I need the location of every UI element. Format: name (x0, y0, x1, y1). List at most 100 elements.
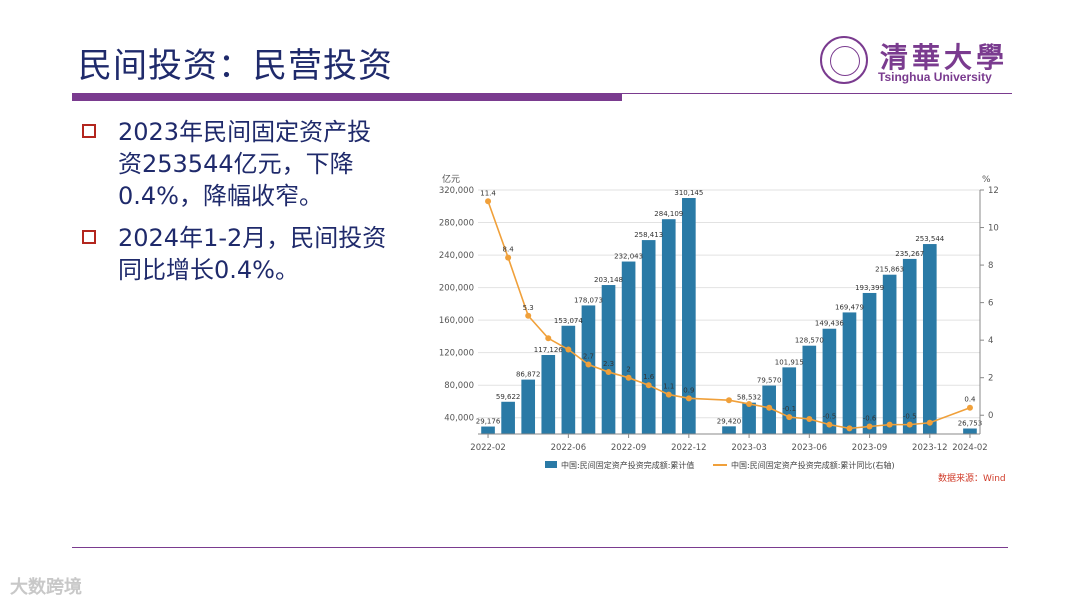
legend-bar-swatch (545, 461, 557, 468)
left-tick-label: 120,000 (439, 349, 474, 359)
bullet-item: 2023年民间固定资产投 资253544亿元，下降 0.4%，降幅收窄。 (80, 116, 420, 212)
left-tick-label: 160,000 (439, 316, 474, 326)
bar (481, 426, 495, 434)
bar (782, 367, 797, 434)
bar-label: 232,043 (614, 253, 643, 261)
bar (922, 244, 937, 434)
bar (661, 219, 676, 434)
line-point (966, 404, 973, 411)
line-point (866, 423, 873, 430)
x-tick-label: 2023-12 (912, 443, 948, 453)
bar (561, 325, 576, 434)
right-axis-unit: % (982, 175, 991, 185)
bar (682, 198, 696, 434)
header-accent-bar (72, 93, 622, 101)
right-tick-label: 4 (988, 336, 993, 346)
bar-label: 128,570 (795, 337, 824, 345)
tsinghua-logo: 清華大學 Tsinghua University (820, 36, 1020, 88)
bullet-box-icon (82, 124, 96, 138)
line-point (525, 312, 532, 319)
line-point (605, 369, 612, 376)
yoy-line (487, 200, 971, 430)
right-tick-label: 0 (988, 411, 993, 421)
bar-label: 79,570 (757, 377, 782, 385)
line-label: 2.7 (583, 353, 594, 361)
bar-label: 26,753 (958, 420, 983, 428)
bar-label: 203,148 (594, 276, 623, 284)
watermark: 大数跨境 (10, 577, 82, 598)
x-tick-label: 2022-12 (671, 443, 707, 453)
logo-english-name: Tsinghua University (878, 70, 992, 84)
line-point (906, 421, 913, 428)
bar (842, 312, 857, 434)
line-label: 5.3 (523, 304, 534, 312)
bar (862, 292, 877, 434)
line-label: 2 (626, 366, 630, 374)
bar (722, 426, 736, 434)
bar-data-labels: 29,176 59,622 86,872 117,126 153,074 178,073 2… (476, 189, 982, 427)
left-tick-label: 320,000 (439, 186, 474, 196)
line-series: 11.4 8.4 5.3 2.7 2.3 2 1.6 1.1 0.9 -0.1 -0.5 -0.6 -0… (480, 189, 976, 432)
bar-label: 149,436 (815, 320, 844, 328)
chart-axes: 亿元 % 40,00080,000120,000160,000200,00024… (439, 173, 999, 453)
line-label: -0.5 (903, 413, 917, 421)
line-point (726, 397, 732, 404)
line-label: -0.6 (863, 414, 877, 422)
line-point (645, 382, 652, 389)
bar-label: 58,532 (737, 394, 762, 402)
x-tick-label: 2023-06 (792, 443, 828, 453)
bar-label: 258,413 (634, 231, 663, 239)
bar-label: 235,267 (895, 250, 924, 258)
bar (963, 428, 977, 434)
bar-label: 59,622 (496, 393, 521, 401)
x-tick-label: 2024-02 (952, 443, 988, 453)
line-point (565, 346, 572, 353)
bullet-box-icon (82, 230, 96, 244)
legend-line-label: 中国:民间固定资产投资完成额:累计同比(右轴) (731, 460, 895, 470)
line-point (886, 421, 893, 428)
bar-label: 29,420 (717, 417, 742, 425)
line-point (665, 391, 672, 398)
bar-label: 253,544 (915, 235, 944, 243)
right-tick-label: 2 (988, 374, 993, 384)
bar (621, 261, 636, 434)
bar-label: 153,074 (554, 317, 583, 325)
x-tick-label: 2022-02 (470, 443, 506, 453)
line-label: 0.9 (683, 386, 694, 394)
page-title: 民间投资：民营投资 (78, 46, 393, 86)
bar (742, 402, 756, 434)
right-tick-label: 12 (988, 186, 999, 196)
line-point (685, 395, 692, 402)
x-tick-label: 2022-06 (551, 443, 587, 453)
line-point (826, 421, 833, 428)
bar (822, 328, 837, 434)
line-label: 11.4 (480, 189, 496, 197)
x-tick-label: 2022-09 (611, 443, 647, 453)
right-tick-label: 10 (988, 224, 999, 234)
left-tick-label: 40,000 (444, 414, 474, 424)
bar-label: 169,479 (835, 303, 864, 311)
bar (521, 379, 536, 434)
university-seal-icon (820, 36, 868, 84)
line-point (585, 361, 592, 368)
line-point (545, 335, 552, 342)
legend-bar-label: 中国:民间固定资产投资完成额:累计值 (561, 460, 694, 470)
bullet-text: 2023年民间固定资产投 资253544亿元，下降 0.4%，降幅收窄。 (118, 118, 372, 210)
bar-label: 215,863 (875, 266, 904, 274)
bar (802, 345, 817, 434)
x-tick-label: 2023-03 (731, 443, 767, 453)
left-tick-label: 240,000 (439, 251, 474, 261)
left-axis-unit: 亿元 (442, 173, 460, 185)
bar (601, 285, 616, 434)
bar (581, 305, 596, 434)
line-point (926, 419, 933, 426)
left-tick-label: 80,000 (444, 381, 474, 391)
line-label: 0.4 (964, 396, 976, 404)
bar-label: 29,176 (476, 418, 501, 426)
line-label: 8.4 (503, 246, 515, 254)
line-point (746, 400, 753, 407)
line-point (505, 254, 512, 261)
bar (641, 240, 656, 434)
bar (882, 274, 897, 434)
left-tick-label: 200,000 (439, 284, 474, 294)
